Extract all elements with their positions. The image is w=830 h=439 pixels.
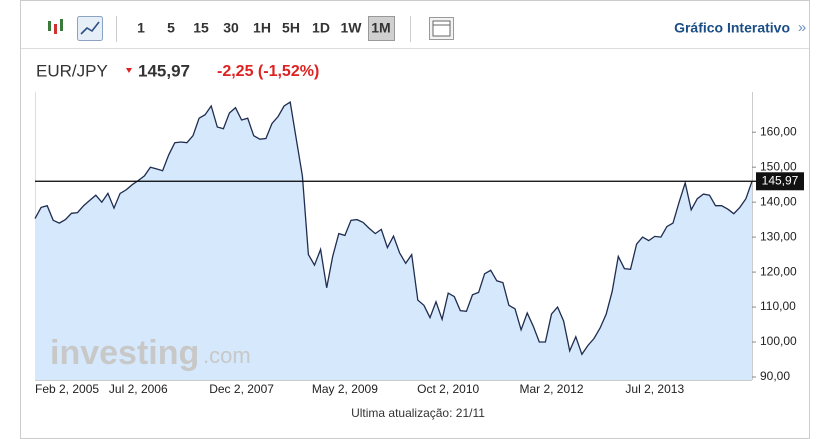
interactive-link[interactable]: Gráfico Interativo <box>674 20 790 36</box>
toolbar <box>21 10 809 48</box>
x-tick-label: Feb 2, 2005 <box>35 382 99 396</box>
line-icon[interactable] <box>77 16 103 41</box>
y-tick-label: 140,00 <box>760 194 797 208</box>
icon-line <box>80 21 100 35</box>
x-tick-label: Mar 2, 2012 <box>519 382 583 396</box>
down-arrow <box>126 68 132 73</box>
x-tick-label: Jul 2, 2013 <box>625 382 684 396</box>
price-line <box>34 101 753 356</box>
interval-button[interactable]: 30 <box>223 20 239 36</box>
current-price-label: 145,97 <box>762 173 799 187</box>
x-tick-label: May 2, 2009 <box>312 382 378 396</box>
interval-button[interactable]: 15 <box>193 20 209 36</box>
interval-button[interactable]: 1M <box>371 20 390 36</box>
icon-part <box>48 21 51 31</box>
current-price-box <box>756 172 804 191</box>
symbol: EUR/JPY <box>36 61 108 80</box>
icon-box <box>77 16 103 41</box>
last-update: Ultima atualização: 21/11 <box>351 406 485 420</box>
y-tick-label: 110,00 <box>760 299 796 313</box>
interval-button[interactable]: 1W <box>341 20 363 36</box>
y-tick-label: 160,00 <box>760 124 797 138</box>
area <box>35 102 752 380</box>
price: 145,97 <box>138 61 190 80</box>
x-tick-label: Dec 2, 2007 <box>209 382 274 396</box>
watermark: investing <box>50 334 199 372</box>
interval-button[interactable]: 1D <box>312 20 330 36</box>
y-tick-label: 100,00 <box>760 334 797 348</box>
icon-part <box>60 19 63 31</box>
y-tick-label: 90,00 <box>760 369 790 383</box>
x-tick-label: Oct 2, 2010 <box>417 382 479 396</box>
settings-icon[interactable] <box>429 17 454 40</box>
interval-button[interactable]: 1 <box>137 20 145 36</box>
interval-button[interactable]: 5 <box>167 20 175 36</box>
icon-part <box>54 24 57 34</box>
interval-button[interactable]: 1H <box>253 20 271 36</box>
link-arrow[interactable]: » <box>798 19 806 36</box>
selected-interval <box>368 16 395 41</box>
y-tick-label: 130,00 <box>760 229 797 243</box>
watermark-suffix: .com <box>203 343 251 368</box>
interval-button[interactable]: 5H <box>282 20 300 36</box>
icon-part <box>432 20 451 37</box>
change: -2,25 (-1,52%) <box>217 63 319 80</box>
x-tick-label: Jul 2, 2006 <box>109 382 168 396</box>
y-tick-label: 120,00 <box>760 264 797 278</box>
candle-icon[interactable] <box>48 19 63 34</box>
y-tick-label: 150,00 <box>760 159 797 173</box>
